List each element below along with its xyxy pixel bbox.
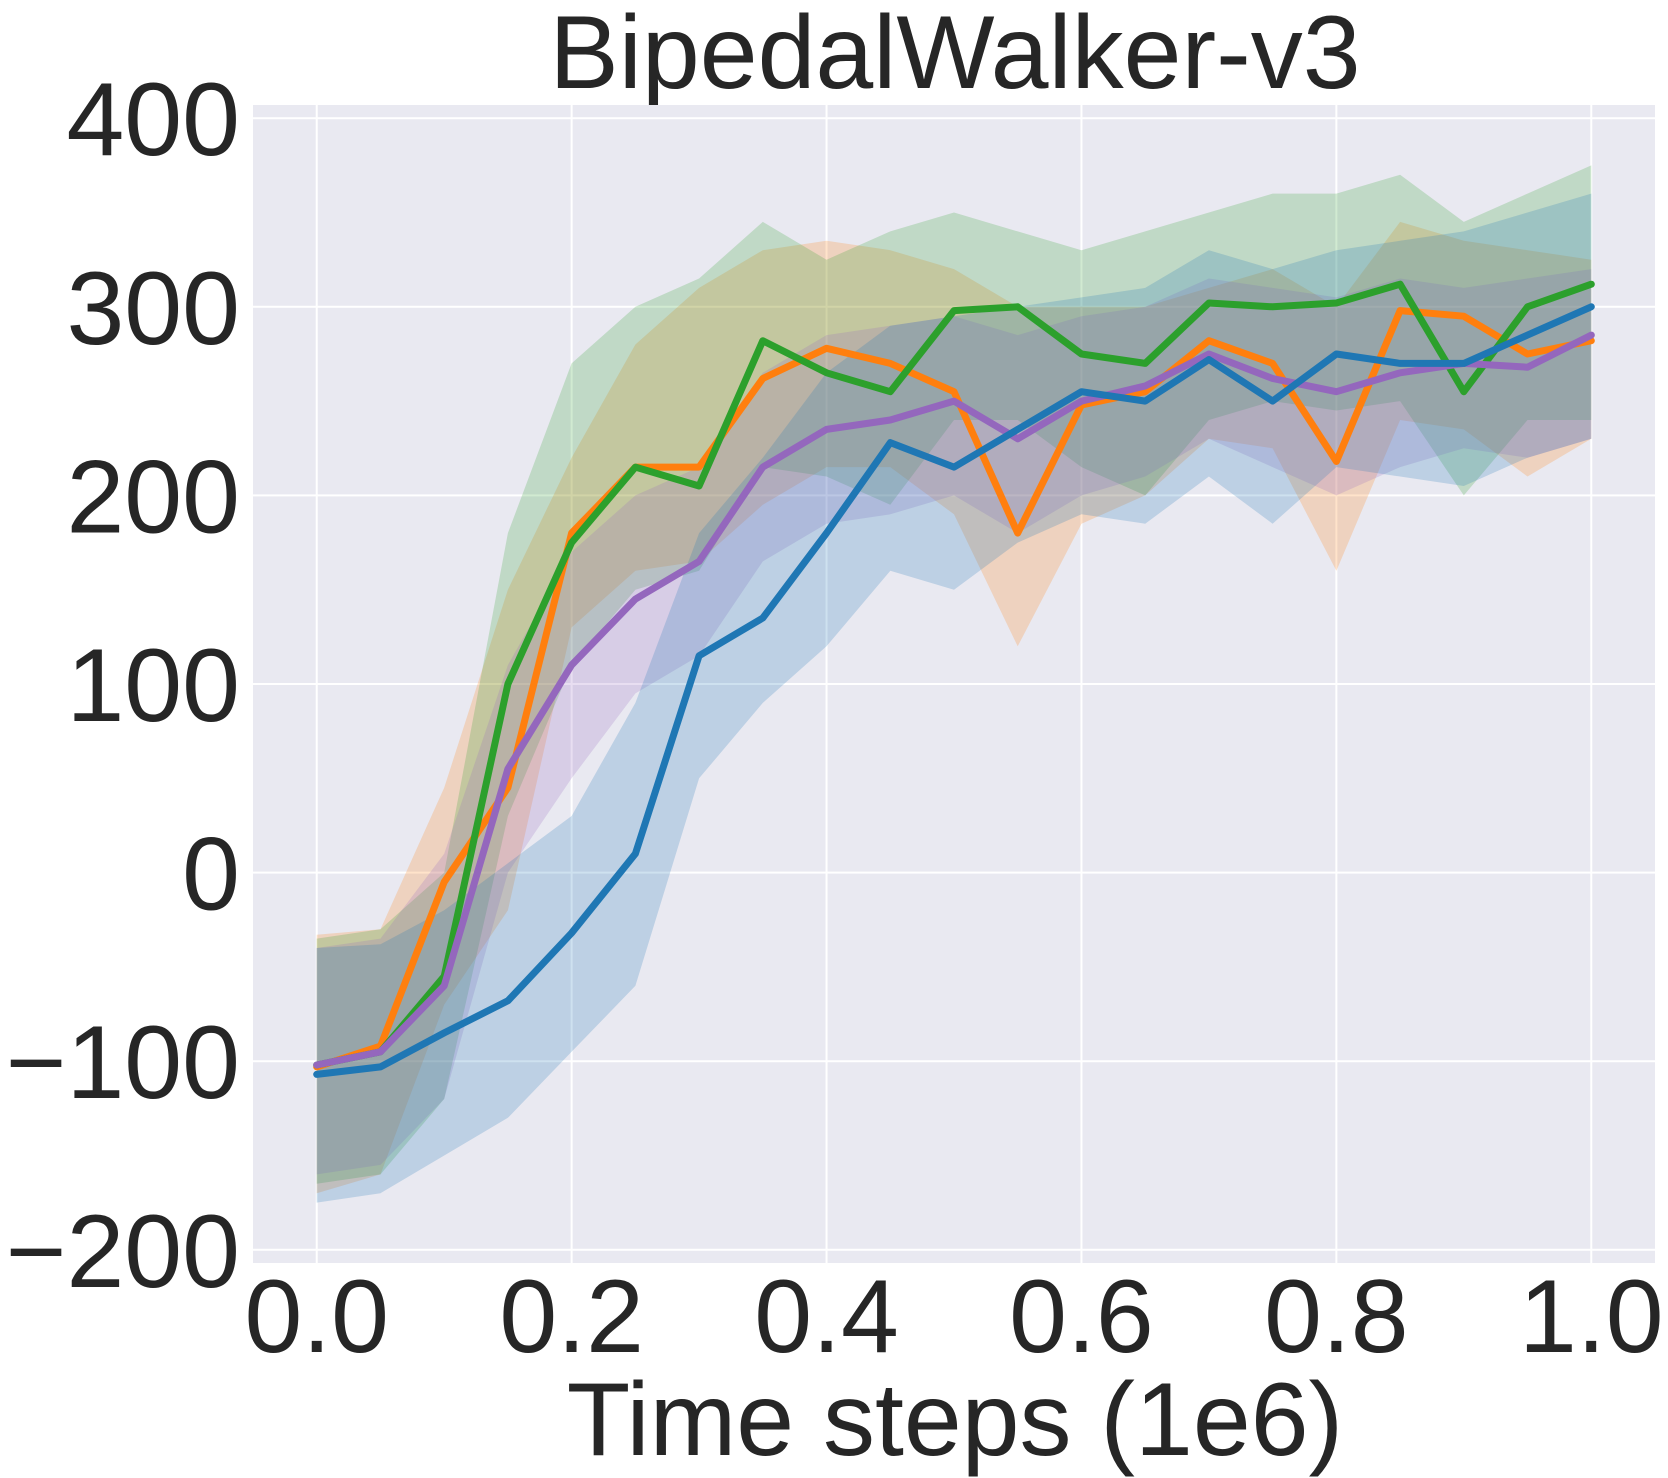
series-lines xyxy=(313,280,1595,1078)
y-tick-label: 400 xyxy=(66,62,240,178)
band-series-3 xyxy=(316,193,1592,1203)
x-tick-labels: 0.0 0.2 0.4 0.6 0.8 1.0 xyxy=(244,1259,1663,1375)
x-tick-label: 1.0 xyxy=(1519,1259,1664,1375)
x-tick-label: 0.0 xyxy=(244,1259,389,1375)
line-series-2 xyxy=(313,331,1595,1069)
y-tick-label: 200 xyxy=(66,439,240,555)
y-tick-label: −100 xyxy=(6,1005,240,1121)
y-tick-label: 100 xyxy=(66,628,240,744)
line-series-3 xyxy=(313,303,1595,1078)
x-tick-label: 0.4 xyxy=(754,1259,899,1375)
y-tick-labels: −200 −100 0 100 200 300 400 xyxy=(6,62,240,1310)
y-tick-label: 0 xyxy=(182,817,240,933)
x-tick-label: 0.6 xyxy=(1009,1259,1154,1375)
band-series-1 xyxy=(316,165,1592,1184)
chart-title: BipedalWalker-v3 xyxy=(549,0,1360,111)
y-tick-label: 300 xyxy=(66,251,240,367)
x-tick-label: 0.8 xyxy=(1264,1259,1409,1375)
gridlines xyxy=(253,105,1655,1263)
x-axis-label: Time steps (1e6) xyxy=(567,1362,1343,1478)
line-series-1 xyxy=(313,280,1595,1069)
y-tick-label: −200 xyxy=(6,1194,240,1310)
x-tick-label: 0.2 xyxy=(499,1259,644,1375)
